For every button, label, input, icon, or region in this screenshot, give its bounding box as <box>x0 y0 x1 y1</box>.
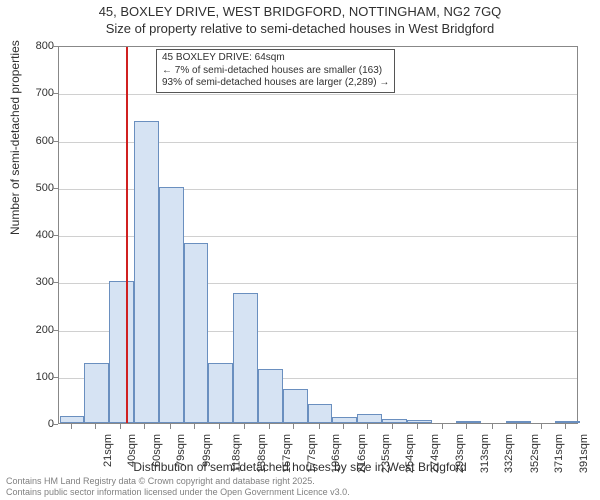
histogram-bar <box>258 369 283 423</box>
x-tick-label: 177sqm <box>306 434 318 473</box>
histogram-bar <box>308 404 333 423</box>
histogram-bar <box>357 414 382 423</box>
histogram-bar <box>555 421 580 423</box>
y-tick-mark <box>53 141 58 142</box>
x-tick-mark <box>466 424 467 429</box>
x-tick-mark <box>293 424 294 429</box>
y-tick-mark <box>53 93 58 94</box>
histogram-bar <box>208 363 233 423</box>
x-tick-label: 21sqm <box>102 434 114 467</box>
y-tick-label: 200 <box>20 324 54 336</box>
y-tick-label: 0 <box>20 418 54 430</box>
x-tick-mark <box>367 424 368 429</box>
x-tick-mark <box>170 424 171 429</box>
histogram-bar <box>84 363 109 423</box>
footer-line-2: Contains public sector information licen… <box>6 487 350 498</box>
x-tick-mark <box>319 424 320 429</box>
y-tick-mark <box>53 235 58 236</box>
x-tick-mark <box>269 424 270 429</box>
histogram-bar <box>60 416 85 423</box>
x-tick-mark <box>442 424 443 429</box>
histogram-bar <box>456 421 481 423</box>
x-tick-mark <box>392 424 393 429</box>
annotation-line-3: 93% of semi-detached houses are larger (… <box>162 77 389 90</box>
y-tick-label: 800 <box>20 40 54 52</box>
x-tick-label: 254sqm <box>404 434 416 473</box>
y-tick-mark <box>53 424 58 425</box>
x-tick-label: 293sqm <box>454 434 466 473</box>
y-tick-label: 400 <box>20 229 54 241</box>
x-tick-label: 40sqm <box>126 434 138 467</box>
x-tick-mark <box>565 424 566 429</box>
histogram-bar <box>506 421 531 423</box>
histogram-bar <box>184 243 209 423</box>
y-tick-mark <box>53 377 58 378</box>
histogram-bar <box>332 417 357 423</box>
x-tick-label: 118sqm <box>230 434 242 472</box>
x-tick-label: 332sqm <box>503 434 515 473</box>
x-tick-label: 157sqm <box>281 434 293 473</box>
y-tick-label: 100 <box>20 371 54 383</box>
y-tick-mark <box>53 330 58 331</box>
histogram-bar <box>283 389 308 423</box>
x-tick-label: 60sqm <box>151 434 163 467</box>
footer-line-1: Contains HM Land Registry data © Crown c… <box>6 476 350 487</box>
x-tick-mark <box>417 424 418 429</box>
histogram-bar <box>159 187 184 423</box>
x-tick-label: 235sqm <box>380 434 392 473</box>
chart-title-block: 45, BOXLEY DRIVE, WEST BRIDGFORD, NOTTIN… <box>0 4 600 38</box>
x-tick-label: 216sqm <box>356 434 368 473</box>
x-tick-mark <box>492 424 493 429</box>
x-tick-mark <box>71 424 72 429</box>
x-tick-mark <box>516 424 517 429</box>
annotation-line-1: 45 BOXLEY DRIVE: 64sqm <box>162 52 389 65</box>
title-line-2: Size of property relative to semi-detach… <box>0 21 600 38</box>
plot-area: 45 BOXLEY DRIVE: 64sqm ← 7% of semi-deta… <box>58 46 578 424</box>
y-tick-label: 600 <box>20 135 54 147</box>
x-tick-mark <box>95 424 96 429</box>
y-tick-mark <box>53 46 58 47</box>
y-tick-mark <box>53 188 58 189</box>
histogram-bar <box>109 281 134 423</box>
x-tick-label: 391sqm <box>578 434 590 473</box>
y-tick-label: 700 <box>20 87 54 99</box>
y-tick-label: 500 <box>20 182 54 194</box>
histogram-bar <box>407 420 432 423</box>
x-tick-label: 313sqm <box>479 434 491 473</box>
x-tick-mark <box>120 424 121 429</box>
x-tick-label: 79sqm <box>175 434 187 467</box>
gridline <box>59 94 577 95</box>
y-tick-mark <box>53 282 58 283</box>
x-tick-mark <box>343 424 344 429</box>
reference-line <box>126 47 128 423</box>
x-tick-label: 274sqm <box>430 434 442 473</box>
histogram-bar <box>134 121 159 423</box>
x-tick-mark <box>194 424 195 429</box>
y-tick-label: 300 <box>20 276 54 288</box>
x-tick-mark <box>541 424 542 429</box>
x-tick-label: 352sqm <box>529 434 541 473</box>
footer-attribution: Contains HM Land Registry data © Crown c… <box>6 476 350 498</box>
histogram-bar <box>233 293 258 423</box>
x-tick-label: 99sqm <box>201 434 213 467</box>
title-line-1: 45, BOXLEY DRIVE, WEST BRIDGFORD, NOTTIN… <box>0 4 600 21</box>
annotation-box: 45 BOXLEY DRIVE: 64sqm ← 7% of semi-deta… <box>156 49 395 93</box>
x-tick-mark <box>144 424 145 429</box>
x-tick-label: 138sqm <box>257 434 269 473</box>
x-tick-label: 371sqm <box>553 434 565 473</box>
x-tick-mark <box>219 424 220 429</box>
annotation-line-2: ← 7% of semi-detached houses are smaller… <box>162 65 389 78</box>
x-tick-mark <box>244 424 245 429</box>
histogram-bar <box>382 419 407 423</box>
x-tick-label: 196sqm <box>330 434 342 473</box>
